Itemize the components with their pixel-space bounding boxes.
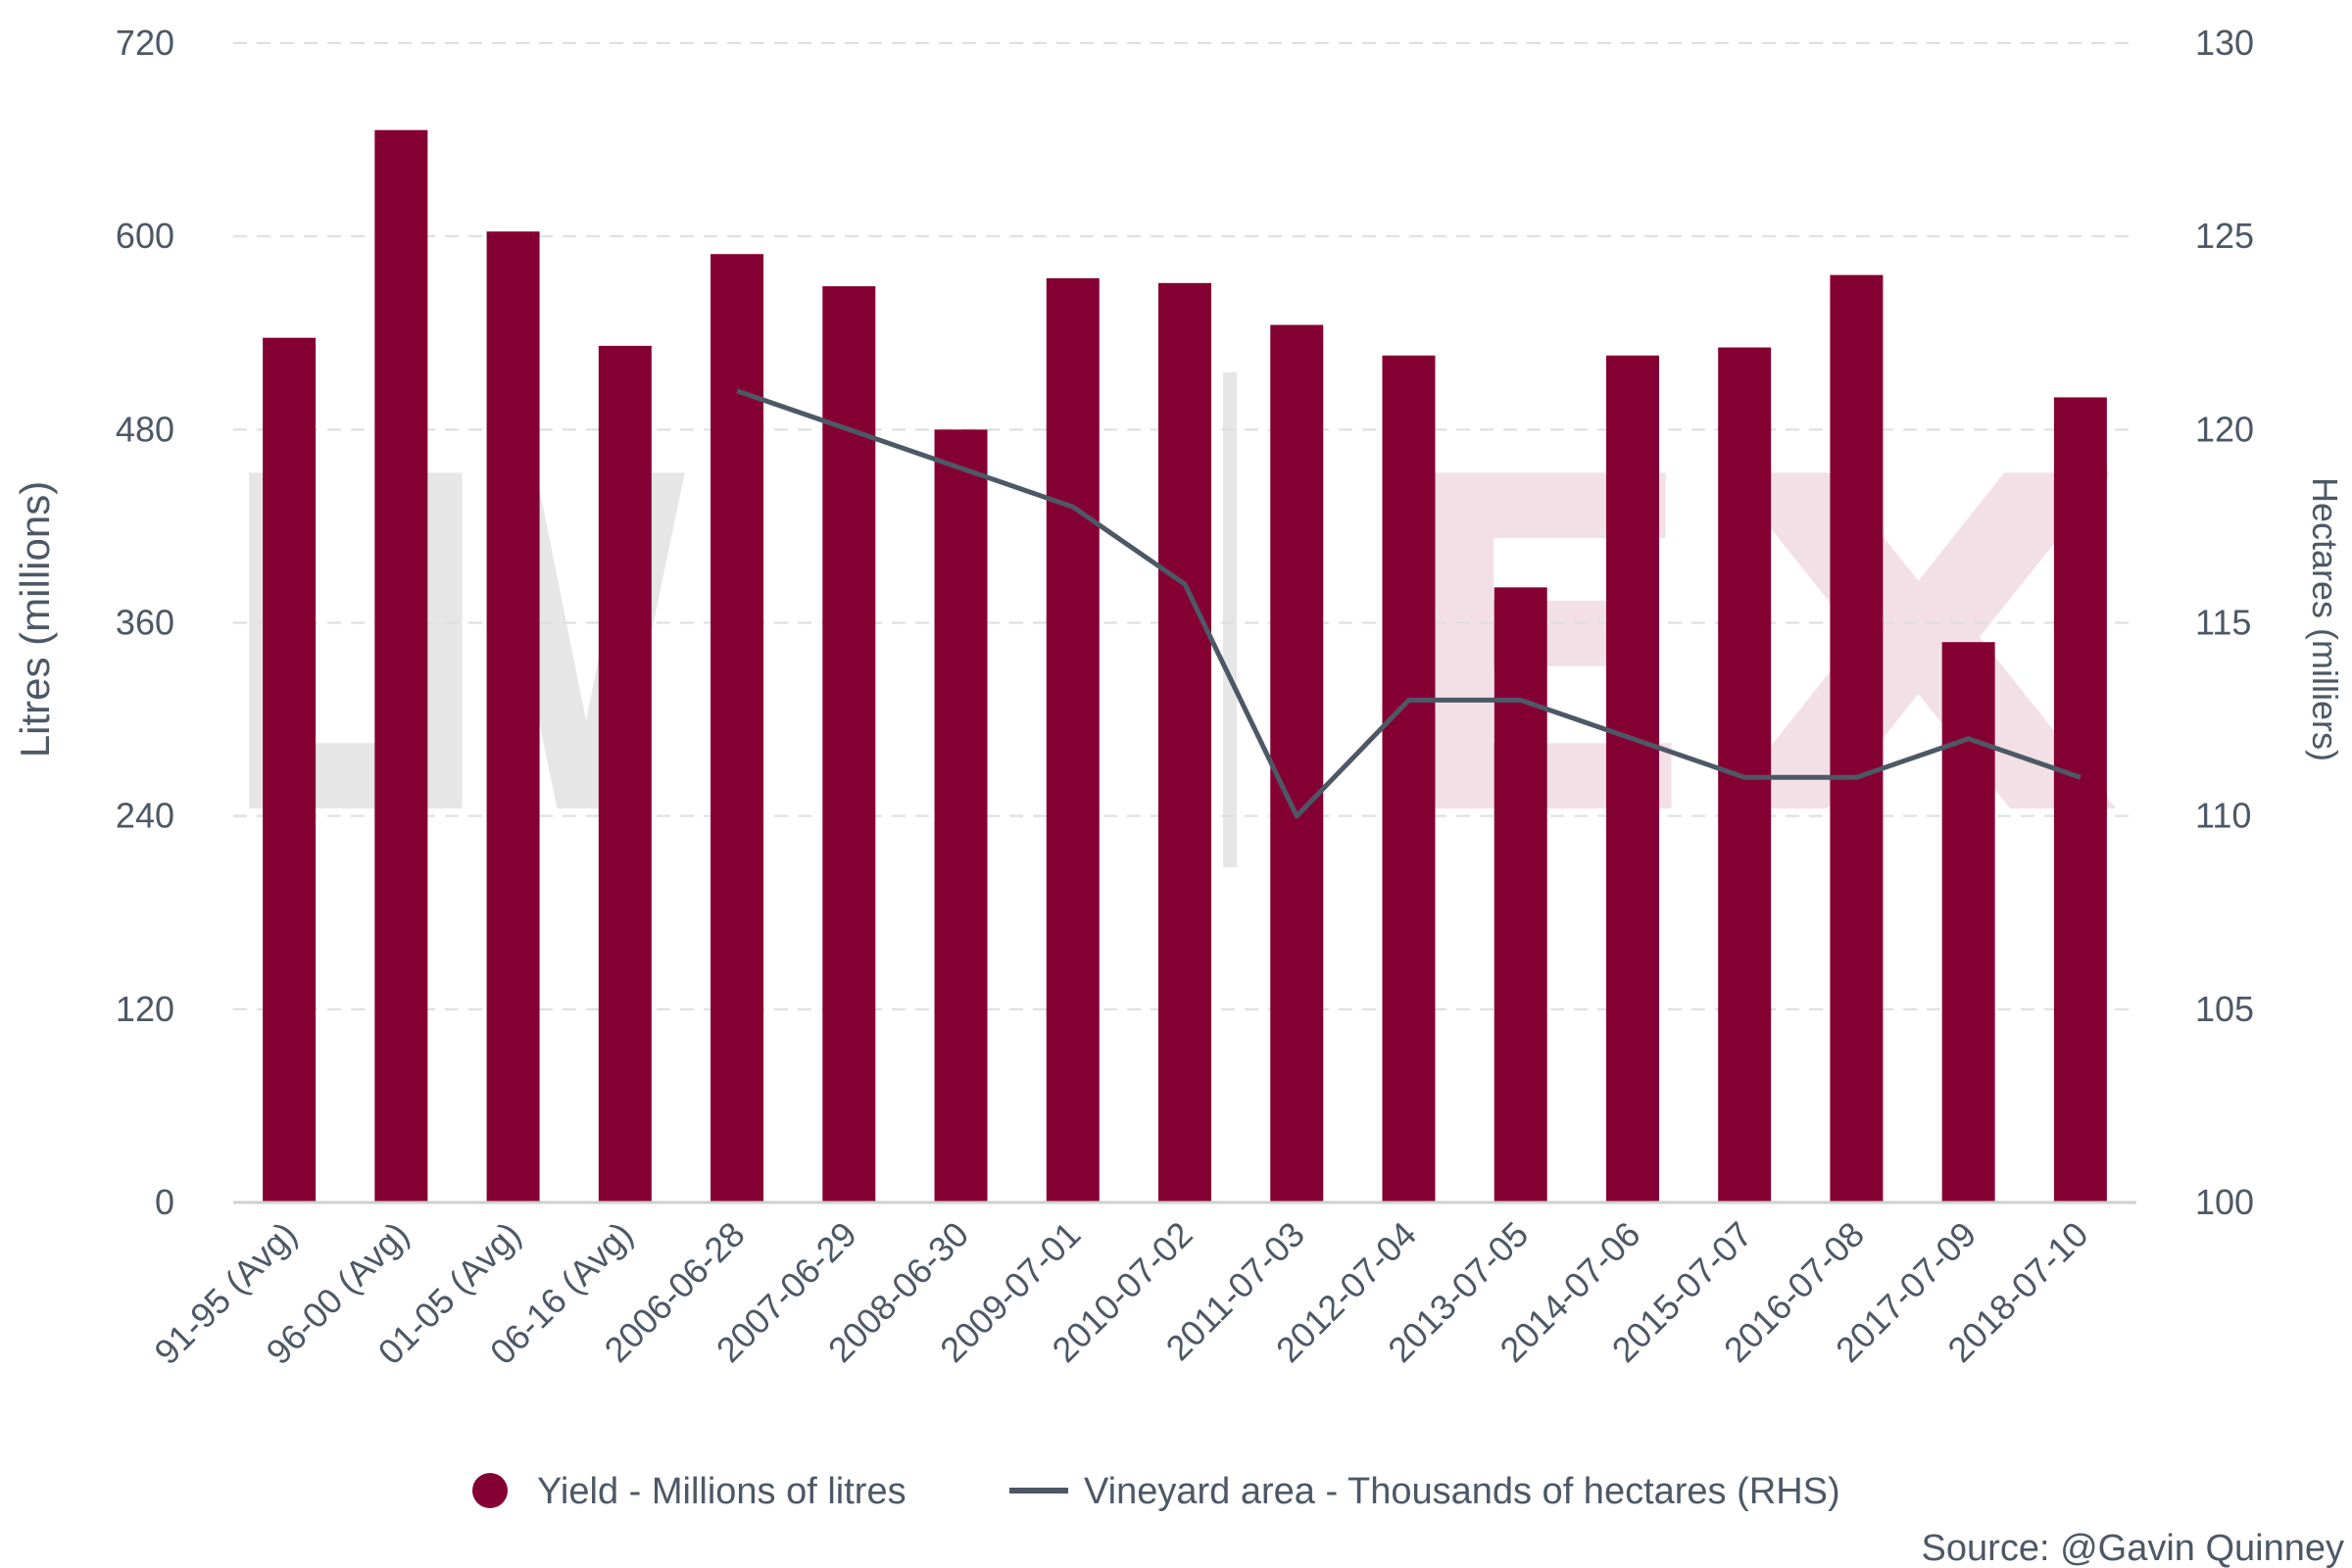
vineyard-area-line — [736, 388, 2082, 819]
source-label: Source: @Gavin Quinney — [1922, 1528, 2344, 1568]
y-axis-label: Litres (millions) — [12, 481, 58, 758]
bar — [1941, 642, 1995, 1202]
y2-tick-label: 110 — [2195, 796, 2251, 836]
x-axis-tick-labels: 91-95 (Avg)96-00 (Avg)01-05 (Avg)06-16 (… — [146, 1214, 2095, 1373]
bar — [598, 345, 652, 1203]
bar — [1046, 277, 1100, 1202]
y-tick-label: 0 — [155, 1182, 174, 1222]
y2-tick-label: 105 — [2195, 989, 2254, 1029]
y-tick-label: 240 — [116, 796, 174, 836]
bar — [263, 337, 317, 1202]
y-tick-label: 600 — [116, 216, 174, 256]
legend-label-vineyard-area: Vineyard area - Thousands of hectares (R… — [1084, 1471, 1840, 1512]
bar — [1270, 324, 1324, 1202]
bar — [934, 429, 988, 1202]
bar — [486, 231, 540, 1203]
bar — [1494, 587, 1547, 1202]
y-tick-label: 120 — [116, 989, 174, 1029]
y2-tick-label: 130 — [2195, 23, 2254, 63]
legend: Yield - Millions of litres Vineyard area … — [472, 1471, 1840, 1512]
bar — [1605, 355, 1659, 1202]
y2-tick-label: 125 — [2195, 216, 2254, 256]
bar — [1158, 282, 1211, 1202]
legend-swatch-yield — [472, 1473, 508, 1508]
axes: 0 120 240 360 480 600 720 100 105 110 115 120 125 130 — [116, 23, 2254, 1222]
bar — [710, 254, 764, 1203]
yield-bars — [263, 129, 2107, 1203]
y2-axis-label: Hectares (milliers) — [2305, 477, 2345, 761]
bar — [1382, 355, 1436, 1202]
y-tick-label: 360 — [116, 603, 174, 643]
y-tick-label: 720 — [116, 23, 174, 63]
y2-tick-label: 120 — [2195, 409, 2254, 449]
legend-label-yield: Yield - Millions of litres — [537, 1471, 906, 1512]
bar — [374, 129, 428, 1203]
y2-tick-label: 100 — [2195, 1182, 2254, 1222]
bar — [822, 286, 876, 1202]
bar — [2053, 397, 2107, 1202]
series-line — [736, 388, 2082, 819]
bar — [1830, 274, 1884, 1203]
y-tick-label: 480 — [116, 409, 174, 449]
y2-tick-label: 115 — [2195, 603, 2251, 643]
